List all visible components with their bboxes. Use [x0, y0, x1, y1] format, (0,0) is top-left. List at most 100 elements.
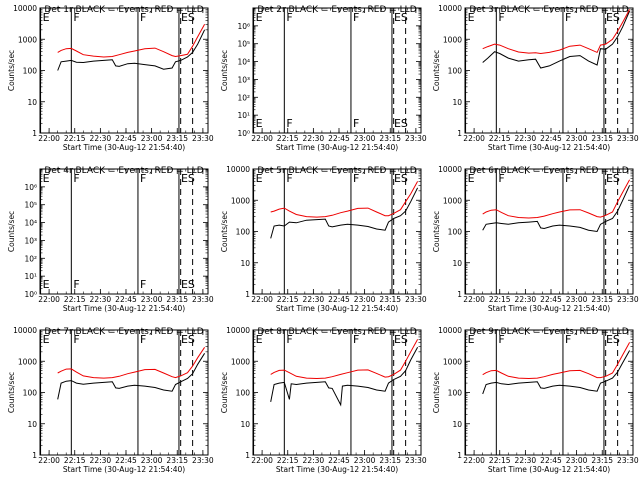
flag-label-top: E: [468, 172, 475, 185]
x-tick-label: 23:00: [566, 456, 588, 465]
plot-frame: [464, 168, 634, 295]
panel-det-9: Det 9r BLACK = Events, RED = LLD Counts/s…: [432, 326, 639, 474]
x-axis-label: Start Time (30-Aug-12 21:54:40): [276, 143, 398, 152]
panel-det-2: Det 2r BLACK = Events, RED = LLD Counts/s…: [220, 5, 427, 152]
y-tick-label: 1000: [443, 35, 462, 44]
y-tick-label: 10⁰: [237, 129, 250, 138]
y-tick-label: 100: [23, 389, 38, 398]
plot-frame: [39, 329, 209, 456]
y-tick-label: 10000: [438, 4, 462, 13]
flag-label-top: F: [73, 11, 79, 24]
y-tick-label: 1000: [18, 35, 37, 44]
x-tick-label: 22:15: [489, 134, 511, 143]
flag-label-top: ES: [181, 11, 195, 24]
flag-label-top: F: [286, 11, 292, 24]
y-tick-label: 10²: [237, 93, 250, 102]
y-tick-label: 10⁰: [24, 290, 37, 299]
x-tick-label: 23:15: [166, 134, 188, 143]
flag-label-top: ES: [606, 172, 620, 185]
x-tick-label: 23:00: [141, 134, 163, 143]
panel-title: Det 9r BLACK = Events, RED = LLD: [469, 327, 628, 337]
x-tick-label: 23:30: [405, 134, 427, 143]
flag-label-top: ES: [606, 11, 620, 24]
x-tick-label: 22:45: [115, 456, 137, 465]
events-series-line: [482, 185, 631, 233]
y-tick-label: 10⁴: [237, 58, 250, 67]
flag-label-top: E: [468, 11, 475, 24]
flag-label-top: F: [286, 172, 292, 185]
x-tick-label: 22:30: [303, 295, 325, 304]
y-axis-label: Counts/sec: [220, 211, 229, 252]
x-tick-label: 22:45: [540, 456, 562, 465]
x-tick-label: 23:30: [192, 134, 214, 143]
x-tick-label: 23:00: [566, 134, 588, 143]
flag-label-top: E: [256, 333, 263, 346]
y-tick-label: 100: [23, 67, 38, 76]
y-tick-label: 100: [448, 67, 463, 76]
y-tick-label: 1: [245, 290, 250, 299]
panel-title: Det 4r BLACK = Events, RED = LLD: [44, 166, 203, 176]
flag-label-top: E: [43, 172, 50, 185]
x-tick-label: 22:30: [90, 134, 112, 143]
flag-label-top: F: [498, 172, 504, 185]
x-tick-label: 22:30: [515, 134, 537, 143]
x-tick-label: 23:15: [591, 456, 613, 465]
y-axis-label: Counts/sec: [220, 50, 229, 91]
flag-label-bottom: F: [73, 278, 79, 291]
panel-title: Det 7r BLACK = Events, RED = LLD: [44, 327, 203, 337]
y-tick-label: 10: [240, 259, 250, 268]
y-tick-label: 10000: [13, 4, 37, 13]
x-tick-label: 23:30: [192, 295, 214, 304]
y-tick-label: 1: [32, 451, 37, 460]
x-tick-label: 22:00: [38, 295, 60, 304]
y-tick-label: 10000: [226, 165, 250, 174]
y-tick-label: 1000: [18, 357, 37, 366]
flag-label-bottom: E: [256, 117, 263, 130]
x-tick-label: 22:00: [251, 134, 273, 143]
x-tick-label: 22:30: [303, 134, 325, 143]
y-axis-label: Counts/sec: [7, 50, 16, 91]
plot-frame: [252, 168, 422, 295]
y-tick-label: 10³: [24, 236, 37, 245]
y-axis-label: Counts/sec: [432, 50, 441, 91]
x-tick-label: 23:15: [166, 295, 188, 304]
flag-label-top: F: [565, 11, 571, 24]
x-tick-label: 22:15: [64, 295, 86, 304]
panel-title: Det 1r BLACK = Events, RED = LLD: [44, 5, 203, 15]
flag-label-top: ES: [181, 333, 195, 346]
x-tick-label: 22:45: [115, 134, 137, 143]
x-tick-label: 22:00: [251, 456, 273, 465]
flag-label-top: E: [43, 11, 50, 24]
lld-series-line: [482, 179, 631, 219]
x-tick-label: 23:15: [591, 134, 613, 143]
x-tick-label: 23:30: [617, 295, 639, 304]
flag-label-bottom: F: [353, 117, 359, 130]
panel-det-4: Det 4r BLACK = Events, RED = LLD Counts/s…: [7, 166, 214, 313]
y-tick-label: 10: [240, 420, 250, 429]
y-tick-label: 100: [236, 389, 251, 398]
flag-label-top: F: [286, 333, 292, 346]
y-tick-label: 1: [457, 451, 462, 460]
x-tick-label: 22:30: [90, 295, 112, 304]
y-tick-label: 1: [457, 129, 462, 138]
x-tick-label: 22:00: [463, 295, 485, 304]
flag-label-top: F: [353, 172, 359, 185]
y-axis-label: Counts/sec: [432, 211, 441, 252]
y-tick-label: 10000: [226, 326, 250, 335]
y-tick-label: 10⁴: [24, 219, 37, 228]
x-tick-label: 23:00: [141, 295, 163, 304]
y-tick-label: 1000: [231, 196, 250, 205]
x-tick-label: 22:45: [540, 295, 562, 304]
flag-label-top: F: [353, 333, 359, 346]
flag-label-top: F: [565, 333, 571, 346]
x-tick-label: 22:30: [90, 456, 112, 465]
x-tick-label: 22:15: [64, 134, 86, 143]
lld-series-line: [270, 339, 419, 380]
panel-title: Det 5r BLACK = Events, RED = LLD: [257, 166, 416, 176]
flag-label-top: E: [256, 11, 263, 24]
y-tick-label: 10⁵: [24, 201, 37, 210]
x-tick-label: 22:15: [277, 456, 299, 465]
panel-title: Det 8r BLACK = Events, RED = LLD: [257, 327, 416, 337]
